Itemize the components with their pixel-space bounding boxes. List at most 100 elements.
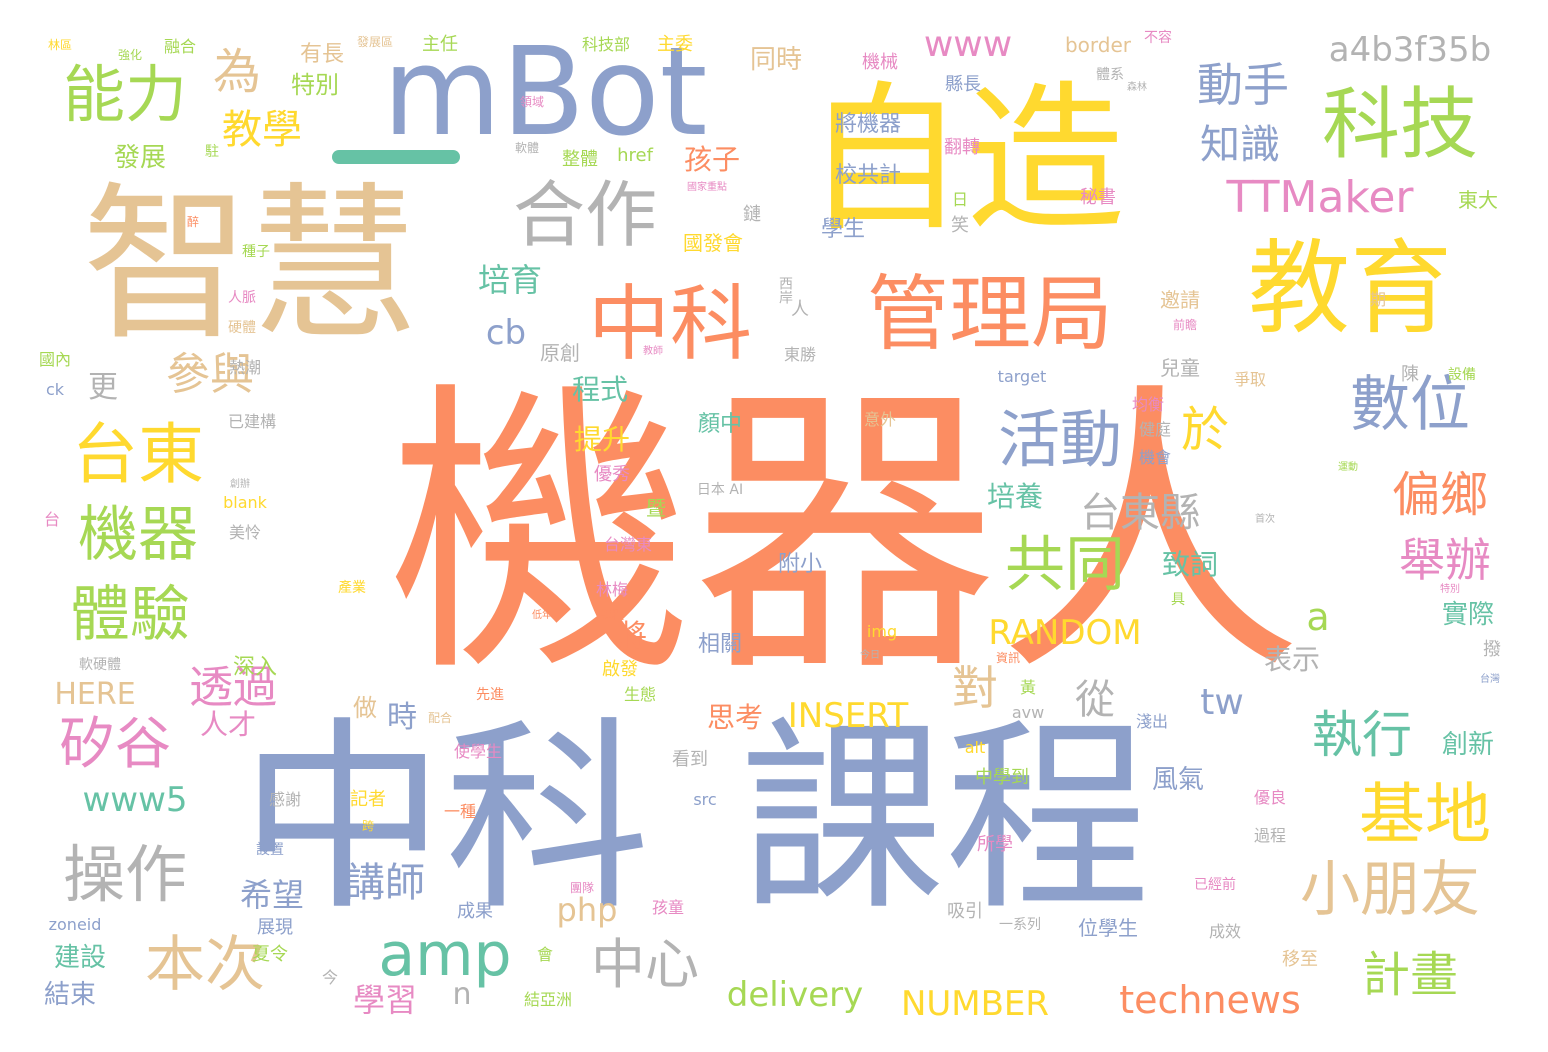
word-peiyang: 培養 bbox=[986, 480, 1044, 513]
word-rechao: 熱潮 bbox=[228, 358, 262, 377]
word-senlin: 森林 bbox=[1127, 82, 1147, 93]
word-jizhe: 記者 bbox=[350, 789, 386, 810]
word-jiqi: 機器 bbox=[78, 500, 198, 570]
word-qianchu: 淺出 bbox=[1135, 712, 1169, 731]
word-benci: 本次 bbox=[145, 930, 265, 1000]
word-chengxiao: 成效 bbox=[1208, 922, 1242, 941]
word-dongda: 東大 bbox=[1458, 188, 1498, 212]
word-haitong: 孩童 bbox=[651, 898, 685, 917]
word-zhici: 致詞 bbox=[1161, 548, 1219, 581]
word-yaoqing: 邀請 bbox=[1160, 288, 1200, 312]
word-delivery: delivery bbox=[726, 975, 864, 1015]
word-yijiangou: 已建構 bbox=[227, 412, 277, 431]
word-ji: 暨 bbox=[646, 496, 666, 520]
word-chen: 陳 bbox=[1401, 364, 1419, 385]
word-a: a bbox=[1306, 595, 1330, 639]
word-tw: tw bbox=[1200, 682, 1244, 723]
word-dui: 對 bbox=[952, 661, 998, 715]
word-hui: 會 bbox=[536, 945, 554, 964]
word-kua: 跨 bbox=[361, 819, 375, 833]
word-guanliju: 管理局 bbox=[866, 267, 1114, 362]
word-jieyazhou: 結亞洲 bbox=[523, 990, 573, 1009]
word-zhengqu: 爭取 bbox=[1233, 370, 1267, 389]
word-lingyu: 領域 bbox=[519, 95, 545, 109]
word-fuxiao: 附小 bbox=[777, 552, 823, 577]
word-fazhanqu: 發展區 bbox=[356, 35, 394, 49]
word-shiji: 實際 bbox=[1441, 600, 1495, 630]
word-mishu: 秘書 bbox=[1080, 187, 1116, 208]
word-renmai: 人脈 bbox=[228, 290, 256, 306]
word-jinri: 今日 bbox=[860, 650, 880, 661]
word-yu: 於 bbox=[1180, 402, 1230, 458]
word-pianxiang: 偏鄉 bbox=[1391, 467, 1489, 523]
word-guonei: 國內 bbox=[38, 350, 72, 369]
word-suoxue: 所學 bbox=[977, 834, 1013, 855]
word-jiaoshi: 教師 bbox=[643, 346, 663, 357]
word-xiyin: 吸引 bbox=[947, 901, 983, 922]
word-zhongke-large: 中科 bbox=[240, 700, 650, 939]
word-jin: 今 bbox=[321, 968, 339, 987]
word-zhu: 駐 bbox=[205, 144, 219, 160]
word-src: src bbox=[693, 790, 717, 809]
word-tixi: 體系 bbox=[1096, 67, 1124, 83]
word-guofahui: 國發會 bbox=[683, 231, 743, 255]
word-tai: 台 bbox=[43, 510, 61, 529]
word-touguo: 透過 bbox=[189, 662, 277, 713]
word-guocheng: 過程 bbox=[1253, 826, 1287, 845]
word-jihua: 計畫 bbox=[1361, 947, 1459, 1003]
word-qianzhan: 前瞻 bbox=[1172, 318, 1198, 332]
word-ren: 人 bbox=[791, 299, 809, 320]
word-technews: technews bbox=[1119, 978, 1301, 1022]
word-peihe: 配合 bbox=[427, 711, 453, 725]
word-yizhi: 移至 bbox=[1282, 949, 1318, 970]
word-huodong: 活動 bbox=[997, 403, 1123, 476]
word-yanzhong: 顏中 bbox=[697, 412, 743, 437]
word-ju: 具 bbox=[1171, 592, 1185, 608]
word-chengshi: 程式 bbox=[571, 373, 629, 406]
word-xianzhang: 縣長 bbox=[945, 74, 981, 95]
word-burong: 不容 bbox=[1144, 30, 1172, 46]
word-zhongxuedao: 中學到 bbox=[975, 767, 1029, 788]
word-peiyu: 培育 bbox=[477, 261, 543, 299]
word-zhihui: 智慧 bbox=[82, 167, 418, 363]
word-sikao: 思考 bbox=[706, 701, 764, 734]
word-zhengti: 整體 bbox=[562, 149, 598, 170]
word-blank: blank bbox=[223, 493, 267, 512]
word-meiling: 美怜 bbox=[228, 523, 262, 542]
word-shixuesheng: 使學生 bbox=[453, 742, 503, 761]
word-jiang: 將 bbox=[617, 619, 647, 654]
word-chengguo: 成果 bbox=[457, 901, 493, 922]
word-random: RANDOM bbox=[988, 613, 1142, 653]
word-linqu: 林區 bbox=[47, 38, 73, 52]
word-jiaoyu: 教育 bbox=[1248, 230, 1452, 349]
word-zoneid: zoneid bbox=[48, 915, 102, 934]
word-jiangjiqi: 將機器 bbox=[834, 112, 902, 137]
word-img: img bbox=[866, 622, 898, 641]
word-jianting: 健庭 bbox=[1138, 420, 1172, 439]
word-number: NUMBER bbox=[900, 984, 1050, 1024]
word-kejibu: 科技部 bbox=[581, 35, 631, 54]
word-chuangban: 創辦 bbox=[230, 479, 250, 490]
word-tiyan: 體驗 bbox=[70, 580, 190, 650]
word-qi: 期 bbox=[1369, 290, 1387, 309]
word-yijingqian: 已經前 bbox=[1194, 877, 1236, 893]
word-caozuo: 操作 bbox=[62, 838, 188, 911]
word-ri: 日 bbox=[951, 190, 969, 209]
word-jiaoxue: 教學 bbox=[222, 107, 302, 153]
word-ck: ck bbox=[45, 380, 65, 399]
word-jiqiren: 機器人 bbox=[387, 357, 1303, 713]
word-taidong: 台東 bbox=[72, 416, 204, 493]
word-youxiu: 優秀 bbox=[594, 464, 630, 485]
word-zhishi: 知識 bbox=[1200, 122, 1280, 168]
word-zui: 醉 bbox=[186, 215, 200, 229]
word-zixun: 資訊 bbox=[995, 651, 1021, 665]
word-zhongxin: 中心 bbox=[591, 933, 699, 996]
word-huang: 黃 bbox=[1019, 678, 1037, 697]
word-shebei: 設備 bbox=[1448, 367, 1476, 383]
word-junheng: 均衡 bbox=[1131, 395, 1165, 414]
word-xiaopengyou: 小朋友 bbox=[1300, 855, 1480, 925]
word-here: HERE bbox=[54, 677, 136, 712]
mbot-underline bbox=[332, 150, 460, 164]
word-dongsheng: 東勝 bbox=[783, 345, 817, 364]
word-amp: amp bbox=[378, 920, 512, 990]
